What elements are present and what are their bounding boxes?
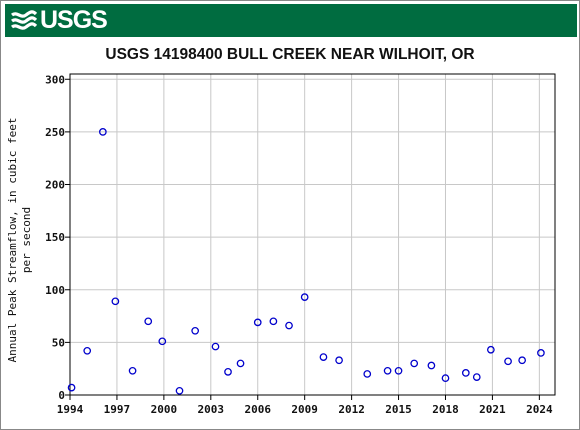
plot-background: [70, 74, 555, 395]
data-point: [487, 345, 495, 354]
x-tick-label: 2012: [338, 403, 365, 416]
data-point: [99, 128, 107, 136]
y-tick-label: 50: [52, 336, 65, 349]
x-tick-label: 2024: [526, 403, 553, 416]
data-point: [144, 317, 153, 326]
data-point: [224, 367, 232, 376]
y-tick-label: 250: [45, 126, 65, 139]
data-point: [83, 346, 92, 355]
chart-title: USGS 14198400 BULL CREEK NEAR WILHOIT, O…: [105, 46, 474, 63]
y-tick-label: 300: [45, 73, 65, 86]
data-point: [211, 342, 220, 351]
plot-area: 0 50 100 150 200 250 300 1994 1997 2000 2003 2006 20…: [45, 73, 556, 416]
x-tick-label: 2015: [385, 403, 412, 416]
data-point: [518, 356, 526, 365]
plot-border: [69, 73, 556, 396]
data-point: [67, 383, 76, 392]
usgs-wave-icon: [11, 9, 37, 30]
usgs-logo-text: USGS: [40, 6, 108, 34]
data-point: [461, 369, 470, 377]
data-point: [537, 349, 545, 357]
data-point: [319, 353, 328, 361]
data-point: [441, 374, 450, 383]
x-tick-label: 1994: [57, 403, 84, 416]
y-axis-label-line-2: per second: [20, 207, 33, 273]
data-point: [410, 359, 419, 368]
data-point: [285, 321, 293, 330]
data-point: [427, 361, 436, 370]
y-tick-label: 0: [58, 389, 65, 402]
y-axis-label-line-1: Annual Peak Streamflow, in cubic feet: [6, 117, 19, 362]
data-point: [383, 366, 392, 375]
usgs-logo: USGS: [11, 6, 108, 34]
data-point: [269, 317, 278, 326]
x-tick-label: 2000: [151, 403, 178, 416]
y-axis-label: Annual Peak Streamflow, in cubic feet pe…: [6, 117, 33, 362]
data-point: [300, 293, 309, 301]
data-point: [175, 386, 184, 395]
data-point: [504, 357, 512, 366]
data-point: [191, 326, 200, 335]
x-tick-label: 2021: [479, 403, 506, 416]
data-point: [111, 297, 120, 306]
y-tick-label: 150: [45, 231, 65, 244]
data-point: [128, 366, 137, 375]
data-point: [394, 366, 403, 375]
data-point: [363, 370, 372, 378]
y-tick-label: 100: [45, 284, 65, 297]
x-tick-label: 2009: [291, 403, 318, 416]
data-point: [472, 373, 481, 381]
x-tick-label: 2018: [432, 403, 459, 416]
x-tick-label: 2003: [198, 403, 225, 416]
y-tick-label: 200: [45, 179, 65, 192]
x-tick-label: 1997: [104, 403, 131, 416]
x-tick-label: 2006: [244, 403, 271, 416]
data-point: [158, 337, 167, 346]
data-point: [253, 318, 262, 327]
usgs-banner: USGS: [5, 4, 577, 37]
data-point: [335, 356, 343, 365]
data-point: [236, 359, 245, 368]
